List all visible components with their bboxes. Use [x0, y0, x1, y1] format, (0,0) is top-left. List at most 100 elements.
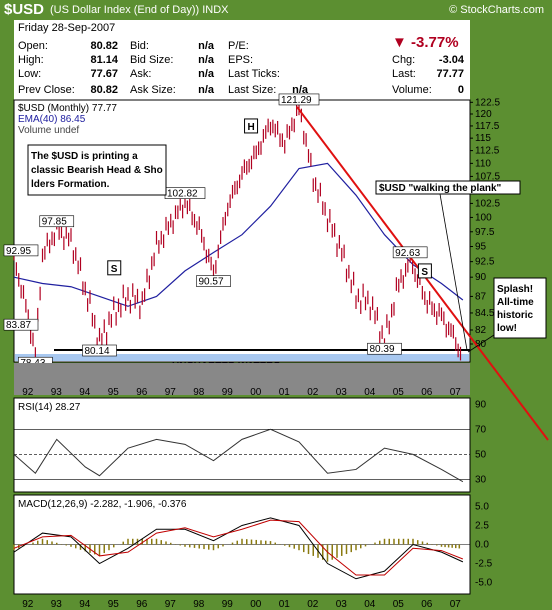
price-annotation-box [392, 246, 428, 259]
legend-volume: Volume undef [18, 125, 79, 136]
price-y-tick-label: 117.5 [475, 121, 500, 132]
pattern-mark-label: S [421, 267, 428, 278]
high-value: 81.14 [90, 54, 118, 66]
price-annotation-box [82, 344, 117, 357]
exchange-text: INDX [202, 4, 229, 16]
date-tick-label: 06 [421, 387, 433, 398]
pattern-callout-line: The $USD is printing a [31, 151, 138, 162]
price-annotation-label: 92.63 [395, 248, 420, 259]
quote-date: Friday 28-Sep-2007 [18, 22, 116, 34]
volume-value: 0 [457, 84, 464, 96]
date-tick-label: 94 [79, 387, 91, 398]
price-y-tick-label: 97.5 [475, 227, 495, 238]
legend-ema: EMA(40) 86.45 [18, 114, 86, 125]
low-value: 77.67 [90, 68, 118, 80]
price-y-tick-label: 87 [475, 291, 487, 302]
rsi-y-tick-label: 50 [475, 449, 487, 460]
price-annotation-box [3, 244, 39, 257]
rsi-y-tick-label: 70 [475, 424, 487, 435]
macd-date-tick-label: 97 [165, 599, 177, 610]
date-tick-label: 00 [250, 387, 262, 398]
date-tick-label: 02 [307, 387, 319, 398]
date-tick-label: 01 [279, 387, 291, 398]
price-annotation-label: 90.57 [199, 277, 224, 288]
plank-pointer [439, 193, 468, 351]
macd-y-tick-label: -5.0 [475, 578, 493, 589]
price-y-tick-label: 80 [475, 339, 487, 350]
macd-signal-line [13, 519, 464, 576]
percent-change: ▼ -3.77% [392, 34, 459, 51]
instrument-name: (US Dollar Index (End of Day)) INDX [50, 4, 229, 16]
plank-callout-box [375, 180, 521, 195]
last-ticks-label: Last Ticks: [228, 68, 280, 80]
pe-label: P/E: [228, 40, 249, 52]
splash-callout-box [493, 277, 547, 339]
brand-link[interactable]: © StockCharts.com [449, 4, 544, 16]
pattern-mark-label: S [111, 264, 118, 275]
price-y-tick-label: 82 [475, 325, 487, 336]
splash-callout-line: low! [497, 323, 517, 334]
prev-close-value: 80.82 [90, 84, 118, 96]
date-strip [14, 363, 470, 395]
price-y-tick-label: 112.5 [475, 146, 500, 157]
date-tick-label: 93 [51, 387, 63, 398]
macd-date-tick-label: 00 [250, 599, 262, 610]
date-tick-label: 97 [165, 387, 177, 398]
date-tick-label: 04 [364, 387, 376, 398]
low-label: Low: [18, 68, 42, 80]
date-tick-label: 92 [22, 387, 34, 398]
chg-label: Chg: [392, 54, 416, 66]
splash-callout-line: All-time [497, 297, 534, 308]
macd-date-tick-label: 01 [279, 599, 291, 610]
macd-date-tick-label: 98 [193, 599, 205, 610]
pattern-mark-box [107, 260, 122, 276]
price-y-tick-label: 90 [475, 272, 487, 283]
price-y-tick-label: 92.5 [475, 257, 495, 268]
price-series [13, 101, 462, 361]
legend-rsi: RSI(14) 28.27 [18, 402, 81, 413]
price-annotation-label: 92.95 [6, 246, 31, 257]
splash-callout-line: historic [497, 310, 534, 321]
price-y-tick-label: 95 [475, 242, 487, 253]
macd-y-tick-label: 0.0 [475, 540, 489, 551]
pattern-mark-box [417, 263, 432, 279]
price-y-tick-label: 122.5 [475, 97, 500, 108]
pattern-mark-box [244, 118, 259, 134]
ask-label: Ask: [130, 68, 152, 80]
price-y-tick-label: 110 [475, 158, 491, 169]
price-annotation-label: 80.14 [85, 346, 110, 357]
price-y-tick-label: 100 [475, 212, 492, 223]
price-annotation-box [39, 215, 75, 228]
uncharted-waters-band [15, 353, 469, 361]
bid-value: n/a [198, 40, 214, 52]
date-tick-label: 05 [393, 387, 405, 398]
macd-y-tick-label: -2.5 [475, 559, 493, 570]
price-y-tick-label: 84.5 [475, 308, 495, 319]
price-y-tick-label: 120 [475, 109, 492, 120]
price-panel [13, 99, 471, 363]
splash-pointer [467, 334, 495, 353]
macd-y-tick-label: 2.5 [475, 520, 489, 531]
ask-size-label: Ask Size: [130, 84, 176, 96]
last-value: 77.77 [436, 68, 464, 80]
price-annotation-label: 102.82 [167, 189, 198, 200]
macd-date-tick-label: 07 [450, 599, 462, 610]
bid-size-label: Bid Size: [130, 54, 174, 66]
macd-date-tick-label: 04 [364, 599, 376, 610]
price-y-tick-label: 102.5 [475, 198, 500, 209]
rsi-line [13, 428, 464, 483]
ask-value: n/a [198, 68, 214, 80]
macd-line [13, 517, 464, 580]
price-y-tick-label: 115 [475, 133, 491, 144]
last-size-value: n/a [292, 84, 308, 96]
rsi-panel [13, 397, 471, 493]
macd-y-tick-label: 5.0 [475, 501, 489, 512]
pattern-callout-box [27, 144, 167, 196]
macd-date-tick-label: 05 [393, 599, 405, 610]
eps-label: EPS: [228, 54, 254, 66]
macd-date-tick-label: 96 [136, 599, 148, 610]
price-y-tick-label: 107.5 [475, 171, 500, 182]
macd-date-tick-label: 02 [307, 599, 319, 610]
rsi-y-tick-label: 90 [475, 399, 487, 410]
